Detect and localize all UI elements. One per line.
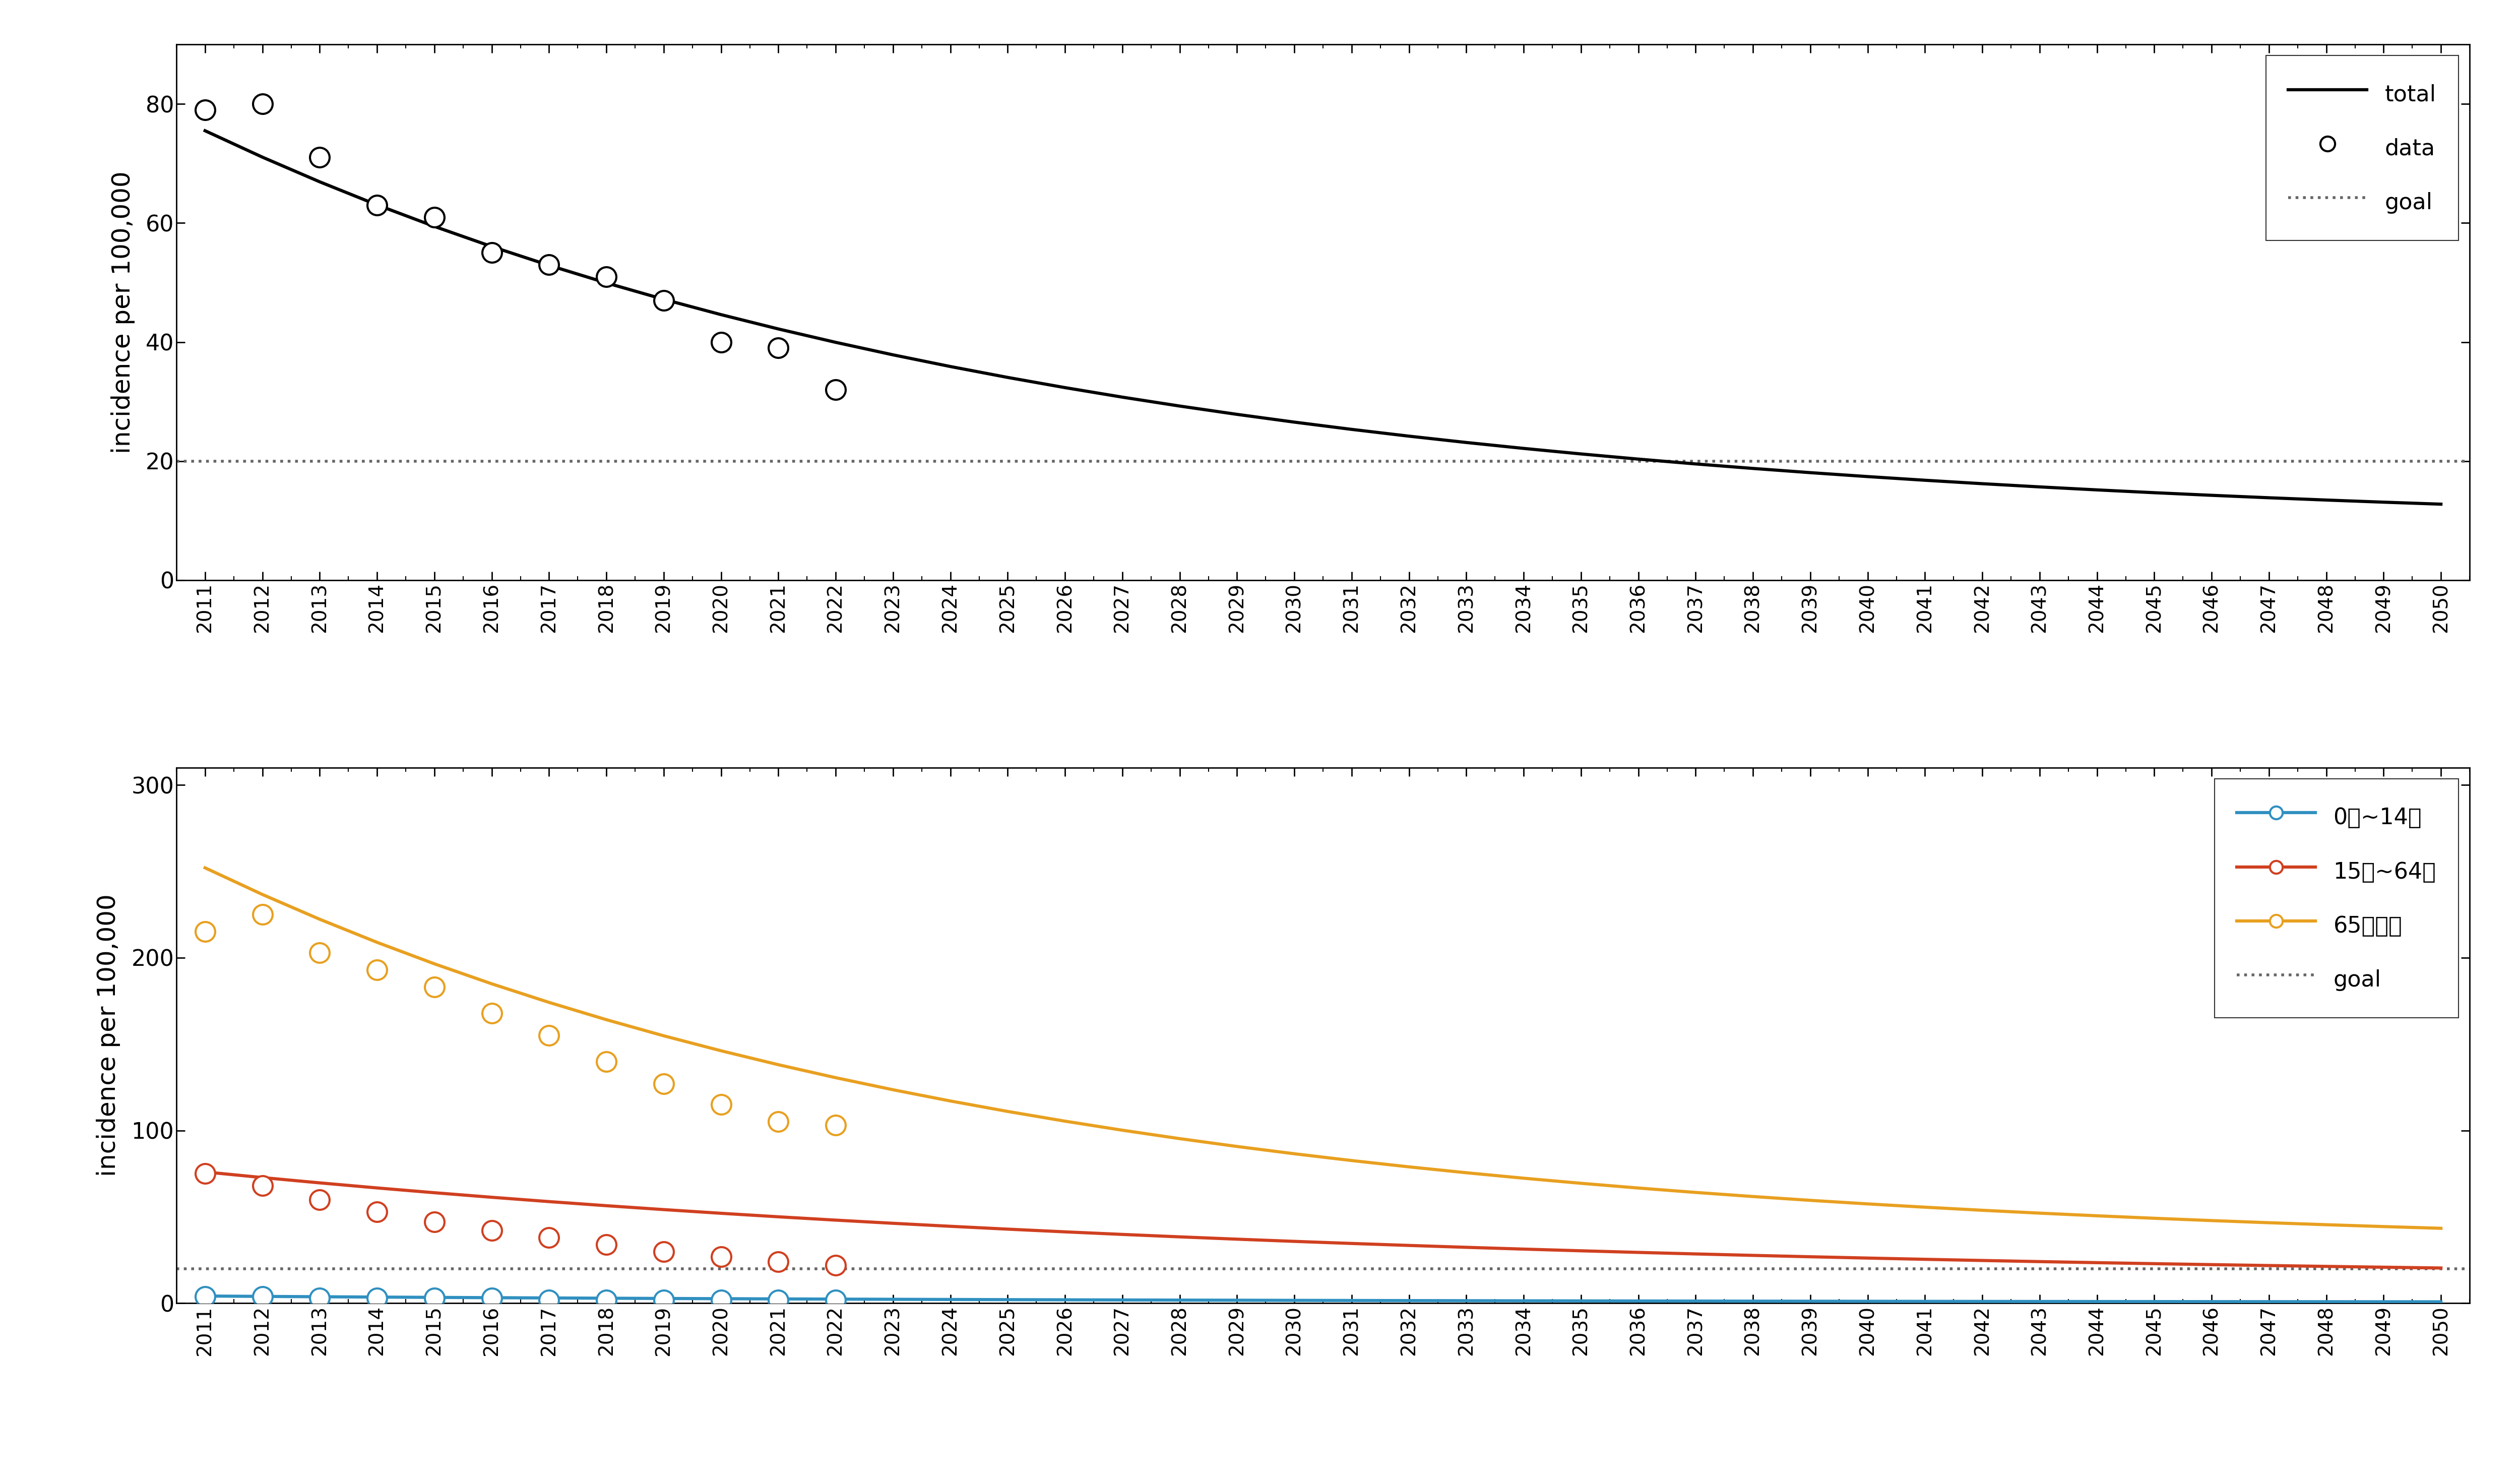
Legend: 0세~14세, 15세~64세, 65세이상, goal: 0세~14세, 15세~64세, 65세이상, goal (2215, 779, 2460, 1017)
Legend: total, data, goal: total, data, goal (2265, 56, 2460, 240)
Y-axis label: incidence per 100,000: incidence per 100,000 (96, 895, 121, 1177)
Y-axis label: incidence per 100,000: incidence per 100,000 (111, 170, 136, 453)
